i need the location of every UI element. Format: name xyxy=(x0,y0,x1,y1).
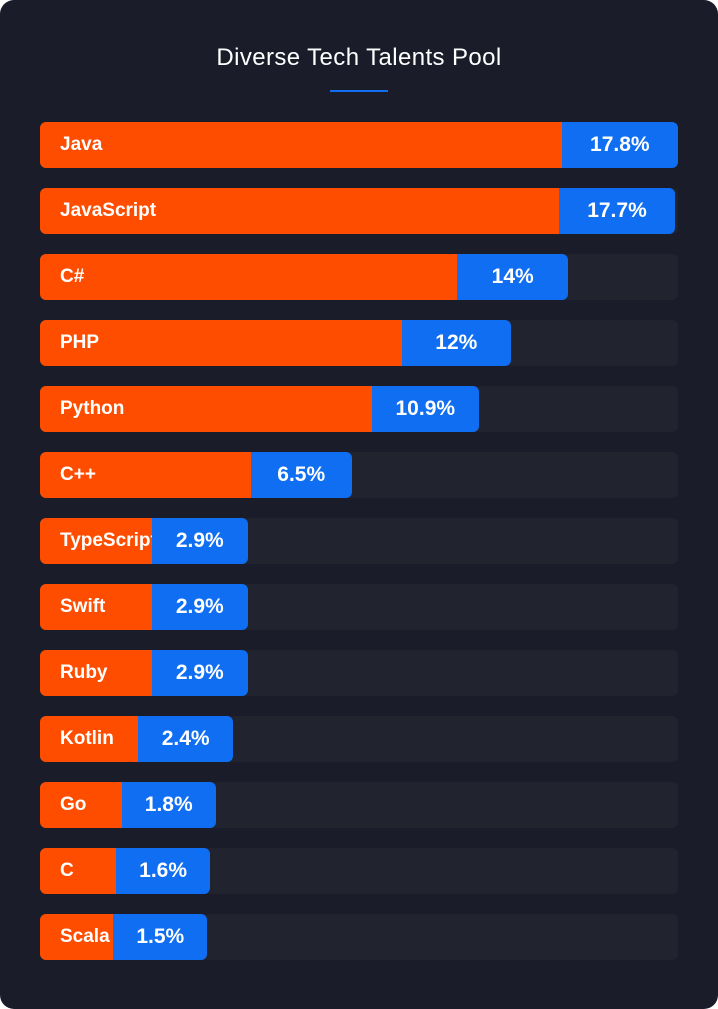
bar-track: Swift 2.9% xyxy=(40,584,678,630)
bar: Scala 1.5% xyxy=(40,914,208,960)
bar-category-label: Python xyxy=(40,386,372,432)
bar-category-label: C xyxy=(40,848,116,894)
bar-category-label: Kotlin xyxy=(40,716,138,762)
bar: Java 17.8% xyxy=(40,122,678,168)
bar: JavaScript 17.7% xyxy=(40,188,676,234)
bar-value-label: 2.4% xyxy=(138,716,234,762)
bar-track: Kotlin 2.4% xyxy=(40,716,678,762)
bar: Kotlin 2.4% xyxy=(40,716,234,762)
bar-value-label: 2.9% xyxy=(151,584,248,630)
bar-value-label: 10.9% xyxy=(371,386,479,432)
bar: C++ 6.5% xyxy=(40,452,352,498)
bar: Python 10.9% xyxy=(40,386,479,432)
bar-value-label: 17.8% xyxy=(561,122,678,168)
bar-track: JavaScript 17.7% xyxy=(40,188,678,234)
bar-track: TypeScript 2.9% xyxy=(40,518,678,564)
bar-category-label: C# xyxy=(40,254,458,300)
bar-track: C 1.6% xyxy=(40,848,678,894)
bar-track: Ruby 2.9% xyxy=(40,650,678,696)
bar-category-label: JavaScript xyxy=(40,188,559,234)
title-underline xyxy=(330,90,388,92)
bar-track: Java 17.8% xyxy=(40,122,678,168)
bar-value-label: 1.6% xyxy=(116,848,211,894)
bar: C# 14% xyxy=(40,254,569,300)
bar: Swift 2.9% xyxy=(40,584,248,630)
chart-title: Diverse Tech Talents Pool xyxy=(216,44,502,71)
bar-value-label: 14% xyxy=(457,254,569,300)
bar-track: PHP 12% xyxy=(40,320,678,366)
bar-category-label: Go xyxy=(40,782,122,828)
bar-value-label: 2.9% xyxy=(151,518,248,564)
bar-category-label: Scala xyxy=(40,914,114,960)
bar-track: Python 10.9% xyxy=(40,386,678,432)
bar-track: Go 1.8% xyxy=(40,782,678,828)
bar-category-label: Java xyxy=(40,122,562,168)
bar-category-label: PHP xyxy=(40,320,403,366)
bar: C 1.6% xyxy=(40,848,211,894)
bar-track: C++ 6.5% xyxy=(40,452,678,498)
bar-value-label: 6.5% xyxy=(250,452,352,498)
bar-value-label: 1.8% xyxy=(121,782,216,828)
bar-track: C# 14% xyxy=(40,254,678,300)
bar-value-label: 1.5% xyxy=(113,914,208,960)
bar-value-label: 12% xyxy=(402,320,511,366)
bar: Go 1.8% xyxy=(40,782,216,828)
bar-category-label: C++ xyxy=(40,452,251,498)
bar-category-label: TypeScript xyxy=(40,518,157,564)
bar-value-label: 17.7% xyxy=(558,188,676,234)
bar-category-label: Ruby xyxy=(40,650,152,696)
bar: Ruby 2.9% xyxy=(40,650,248,696)
bar: PHP 12% xyxy=(40,320,511,366)
bar: TypeScript 2.9% xyxy=(40,518,248,564)
bar-category-label: Swift xyxy=(40,584,152,630)
bar-track: Scala 1.5% xyxy=(40,914,678,960)
bar-value-label: 2.9% xyxy=(151,650,248,696)
